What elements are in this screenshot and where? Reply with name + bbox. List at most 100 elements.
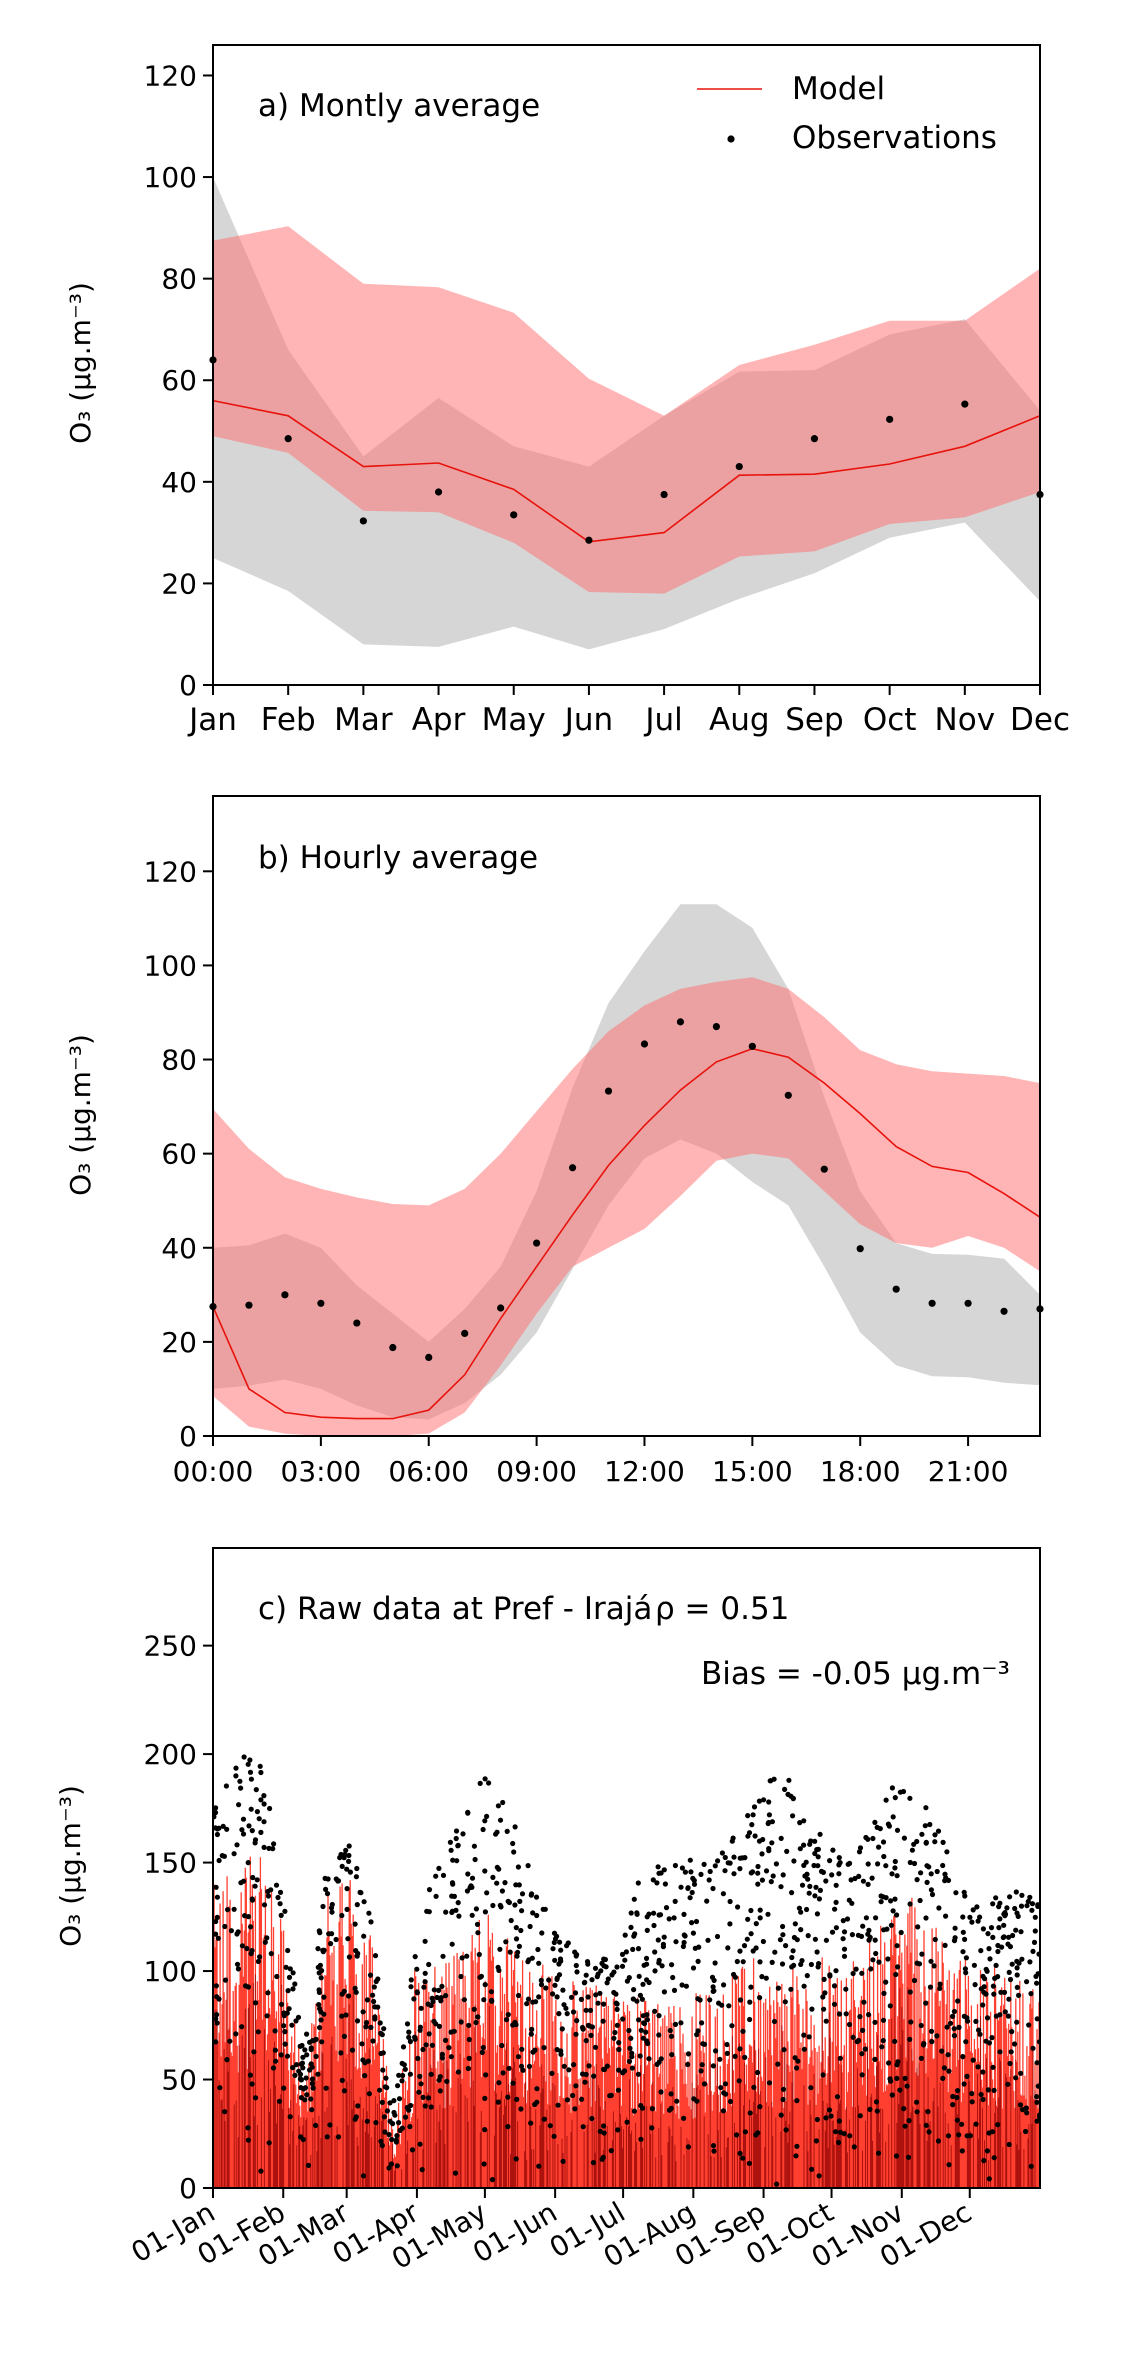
observation-point xyxy=(239,2024,245,2030)
panel-c-ytick-label: 50 xyxy=(161,2064,197,2097)
observation-point xyxy=(799,1882,806,1888)
observation-point xyxy=(404,2021,411,2027)
observation-point xyxy=(780,2096,786,2103)
observation-point xyxy=(395,2083,401,2089)
observation-point xyxy=(823,1937,830,1943)
observation-point xyxy=(888,1898,894,1904)
observation-point xyxy=(789,1890,795,1896)
observation-point xyxy=(849,1900,855,1906)
observation-point xyxy=(383,2075,389,2081)
observation-point xyxy=(425,2095,432,2101)
observation-point xyxy=(827,1972,833,1978)
observation-point xyxy=(759,1974,765,1980)
observation-point xyxy=(836,2139,842,2146)
observation-point xyxy=(959,2121,965,2127)
observation-point xyxy=(866,2012,872,2018)
observation-point xyxy=(915,1924,921,1930)
observation-point xyxy=(808,1961,815,1968)
observation-point xyxy=(281,2013,287,2019)
observation-point xyxy=(346,1993,352,1999)
observation-point xyxy=(384,2108,390,2114)
observation-point xyxy=(682,1933,688,1939)
observation-point xyxy=(431,2018,437,2024)
observation-point xyxy=(381,2114,387,2120)
panel-c-correlation: ρ = 0.51 xyxy=(655,1591,789,1627)
observation-point xyxy=(663,1905,670,1911)
observation-point xyxy=(380,2067,386,2073)
observation-point xyxy=(1024,1979,1030,1985)
observation-point xyxy=(671,1987,678,1993)
observation-point xyxy=(513,1936,520,1942)
observation-point xyxy=(894,2075,900,2081)
observation-point xyxy=(768,1778,774,1784)
observation-point xyxy=(942,1942,948,1948)
observation-point xyxy=(832,1906,838,1912)
observation-point xyxy=(757,1907,763,1913)
legend-observations-label: Observations xyxy=(792,120,997,156)
observation-point xyxy=(784,1848,790,1854)
observation-point xyxy=(757,1915,763,1921)
observation-point xyxy=(937,1985,943,1991)
panel-a-ytick-label: 60 xyxy=(161,364,197,397)
observation-point xyxy=(278,1912,284,1918)
observation-point xyxy=(760,1938,767,1945)
observation-point xyxy=(631,1987,637,1993)
observation-point xyxy=(372,1953,379,1959)
observation-point xyxy=(512,1824,518,1830)
observation-point xyxy=(643,2029,649,2035)
observation-point xyxy=(711,1977,717,1983)
observation-point xyxy=(588,2032,594,2038)
observation-point xyxy=(860,1878,867,1884)
observation-point xyxy=(1007,2060,1013,2067)
observation-point xyxy=(1000,1307,1008,1315)
panel-a-xtick-label: Jun xyxy=(563,702,613,738)
observation-point xyxy=(737,1948,743,1954)
observation-point xyxy=(245,1761,251,1767)
observation-point xyxy=(712,1022,720,1031)
observation-point xyxy=(316,2002,322,2008)
observation-point xyxy=(883,1863,889,1869)
observation-point xyxy=(883,1979,889,1985)
observation-point xyxy=(906,2118,912,2124)
observation-point xyxy=(255,2029,261,2035)
observation-point xyxy=(960,2054,966,2060)
observation-point xyxy=(972,1982,978,1988)
observation-point xyxy=(495,1964,501,1970)
observation-point xyxy=(809,2166,815,2172)
observation-point xyxy=(892,1858,898,1865)
observation-point xyxy=(292,2072,298,2078)
observation-point xyxy=(497,1817,504,1823)
observation-point xyxy=(798,1961,804,1967)
observation-point xyxy=(329,1931,335,1937)
observation-point xyxy=(253,2095,259,2101)
observation-point xyxy=(528,2120,534,2126)
observation-point xyxy=(945,1877,952,1883)
panel-c-bias: Bias = -0.05 μg.m⁻³ xyxy=(701,1656,1010,1692)
observation-point xyxy=(909,1847,916,1853)
observation-point xyxy=(469,1912,475,1918)
observation-point xyxy=(426,1909,432,1915)
observation-point xyxy=(293,2018,299,2024)
observation-point xyxy=(519,2046,525,2052)
panel-c-plot-area xyxy=(213,1754,1040,2188)
observation-point xyxy=(833,1968,839,1974)
observation-point xyxy=(841,1929,848,1935)
observation-point xyxy=(945,2133,952,2139)
observation-point xyxy=(894,1873,900,1879)
observation-point xyxy=(243,1983,249,1989)
observation-point xyxy=(671,1915,677,1921)
panel-b-xtick-label: 12:00 xyxy=(604,1455,685,1488)
observation-point xyxy=(249,1828,255,1834)
observation-point xyxy=(971,1962,978,1968)
observation-point xyxy=(804,1906,810,1913)
observation-point xyxy=(661,1934,667,1940)
observation-point xyxy=(455,2069,461,2075)
observation-point xyxy=(583,2038,589,2044)
observation-point xyxy=(863,1915,870,1921)
observation-point xyxy=(727,1898,733,1905)
observation-point xyxy=(820,1165,828,1173)
observation-point xyxy=(321,1947,327,1953)
observation-point xyxy=(1027,1894,1033,1900)
observation-point xyxy=(224,1826,230,1832)
observation-point xyxy=(1018,2070,1024,2076)
